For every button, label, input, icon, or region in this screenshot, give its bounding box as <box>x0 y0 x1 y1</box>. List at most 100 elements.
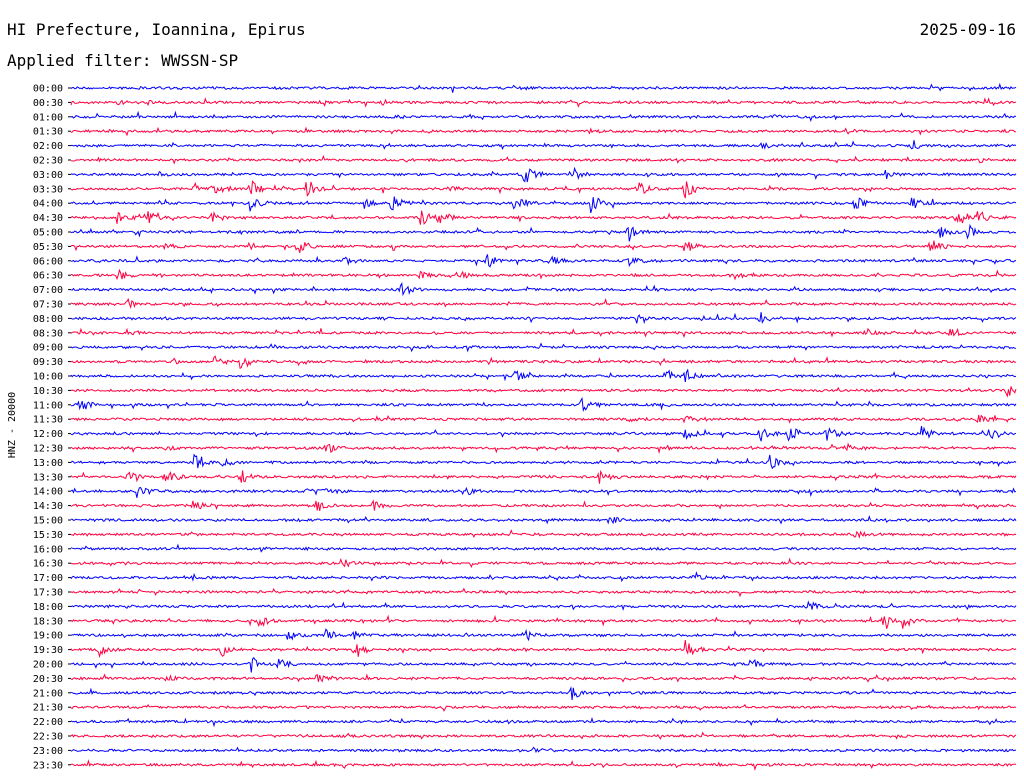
trace-line <box>70 557 1017 569</box>
row-time-label: 13:30 <box>33 472 63 483</box>
trace-rows: 00:00 00:30 01:00 01:30 02:00 02:30 03:00 03:30… <box>33 82 1017 771</box>
row-time-label: 05:30 <box>33 242 63 253</box>
trace-line <box>71 154 1017 165</box>
row-time-label: 12:30 <box>33 444 63 455</box>
trace-line <box>70 469 1017 484</box>
station-title: HI Prefecture, Ioannina, Epirus <box>7 20 306 39</box>
row-time-label: 23:30 <box>33 760 63 771</box>
trace-line <box>70 543 1017 553</box>
trace-line <box>70 126 1016 137</box>
trace-line <box>70 673 1017 683</box>
row-time-label: 21:00 <box>33 688 63 699</box>
trace-line <box>70 453 1017 470</box>
row-time-label: 09:30 <box>33 357 63 368</box>
row-time-label: 10:00 <box>33 372 63 383</box>
trace-line <box>70 386 1017 398</box>
trace-line <box>70 396 1017 413</box>
row-time-label: 21:30 <box>33 703 63 714</box>
trace-line <box>70 281 1017 297</box>
row-time-label: 23:00 <box>33 746 63 757</box>
trace-line <box>70 223 1017 242</box>
trace-line <box>70 327 1017 339</box>
row-time-label: 11:00 <box>33 400 63 411</box>
row-time-label: 17:30 <box>33 588 63 599</box>
row-time-label: 06:30 <box>33 271 63 282</box>
trace-line <box>70 628 1017 642</box>
trace-line <box>71 657 1017 673</box>
trace-line <box>70 268 1017 281</box>
trace-line <box>70 297 1017 310</box>
row-time-label: 18:00 <box>33 602 63 613</box>
row-time-label: 01:00 <box>33 112 63 123</box>
trace-line <box>70 312 1017 325</box>
y-axis-label: HNZ - 20000 <box>7 392 18 458</box>
row-time-label: 07:00 <box>33 285 63 296</box>
trace-line <box>70 355 1016 370</box>
row-time-label: 04:30 <box>33 213 63 224</box>
row-time-label: 08:00 <box>33 314 63 325</box>
row-time-label: 19:00 <box>33 631 63 642</box>
row-time-label: 22:30 <box>33 732 63 743</box>
trace-line <box>70 426 1017 442</box>
row-time-label: 07:30 <box>33 300 63 311</box>
trace-line <box>70 180 1017 199</box>
trace-line <box>70 196 1017 214</box>
row-time-label: 03:30 <box>33 184 63 195</box>
row-time-label: 00:30 <box>33 98 63 109</box>
row-time-label: 03:00 <box>33 170 63 181</box>
row-time-label: 11:30 <box>33 415 63 426</box>
row-time-label: 10:30 <box>33 386 63 397</box>
trace-line <box>70 731 1017 740</box>
trace-line <box>70 254 1017 268</box>
trace-line <box>70 746 1017 754</box>
row-time-label: 13:00 <box>33 458 63 469</box>
row-time-label: 22:00 <box>33 717 63 728</box>
row-time-label: 17:00 <box>33 573 63 584</box>
trace-line <box>70 110 1017 123</box>
trace-line <box>70 759 1017 771</box>
trace-line <box>70 703 1017 712</box>
trace-line <box>70 571 1017 583</box>
trace-line <box>70 486 1017 498</box>
row-time-label: 04:00 <box>33 199 63 210</box>
row-time-label: 08:30 <box>33 328 63 339</box>
row-time-label: 12:00 <box>33 429 63 440</box>
trace-line <box>70 499 1017 511</box>
filter-label: Applied filter: WWSSN-SP <box>7 51 239 70</box>
trace-line <box>70 587 1017 598</box>
row-time-label: 15:30 <box>33 530 63 541</box>
row-time-label: 01:30 <box>33 127 63 138</box>
row-time-label: 05:00 <box>33 228 63 239</box>
row-time-label: 14:00 <box>33 487 63 498</box>
trace-line <box>70 82 1017 93</box>
trace-line <box>71 529 1017 539</box>
trace-line <box>70 97 1017 108</box>
trace-line <box>70 166 1017 183</box>
trace-line <box>71 140 1017 151</box>
row-time-label: 02:00 <box>33 141 63 152</box>
date-label: 2025-09-16 <box>919 20 1016 39</box>
row-time-label: 16:30 <box>33 559 63 570</box>
trace-line <box>70 442 1017 455</box>
row-time-label: 19:30 <box>33 645 63 656</box>
row-time-label: 02:30 <box>33 156 63 167</box>
row-time-label: 14:30 <box>33 501 63 512</box>
row-time-label: 15:00 <box>33 516 63 527</box>
row-time-label: 20:00 <box>33 660 63 671</box>
row-time-label: 16:00 <box>33 544 63 555</box>
trace-line <box>70 342 1017 353</box>
row-time-label: 20:30 <box>33 674 63 685</box>
row-time-label: 06:00 <box>33 256 63 267</box>
trace-line <box>70 600 1017 611</box>
trace-line <box>70 414 1017 424</box>
row-time-label: 00:00 <box>33 84 63 95</box>
trace-line <box>70 640 1017 659</box>
row-time-label: 18:30 <box>33 616 63 627</box>
trace-line <box>70 368 1017 383</box>
row-time-label: 09:00 <box>33 343 63 354</box>
trace-line <box>70 210 1017 225</box>
trace-line <box>70 240 1017 253</box>
trace-line <box>70 686 1016 700</box>
trace-line <box>70 717 1017 728</box>
